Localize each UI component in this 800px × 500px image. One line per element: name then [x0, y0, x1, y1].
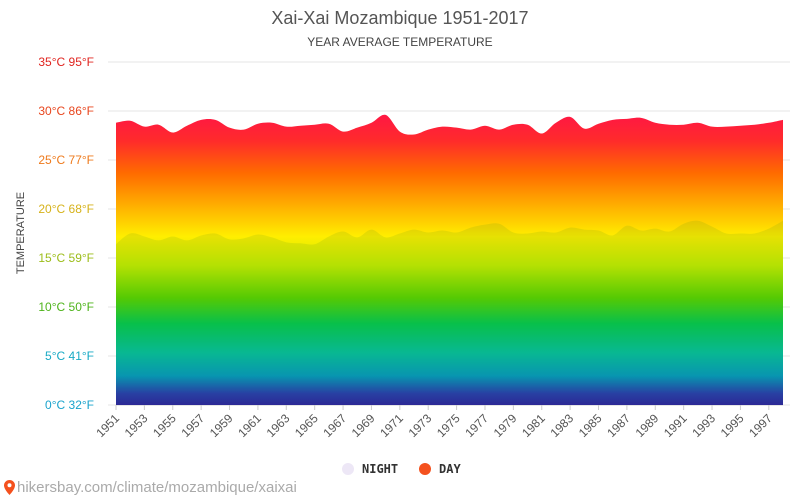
day-swatch	[419, 463, 431, 475]
y-tick-label: 25°C 77°F	[38, 153, 94, 167]
temperature-chart: 0°C 32°F 5°C 41°F 10°C 50°F 15°C 59°F 20°C 6…	[38, 55, 790, 440]
series-areas	[116, 114, 783, 406]
y-tick-label: 30°C 86°F	[38, 104, 94, 118]
y-tick-label: 0°C 32°F	[45, 398, 94, 412]
day-area	[116, 114, 783, 406]
legend-day-label: DAY	[439, 462, 461, 476]
x-tick-label: 1963	[264, 411, 293, 440]
source-url: hikersbay.com/climate/mozambique/xaixai	[17, 479, 297, 496]
y-tick-label: 15°C 59°F	[38, 251, 94, 265]
x-tick-label: 1977	[462, 411, 491, 440]
night-area	[116, 220, 783, 405]
x-tick-label: 1983	[547, 411, 576, 440]
x-tick-label: 1965	[292, 411, 321, 440]
x-tick-label: 1987	[604, 411, 633, 440]
x-tick-label: 1951	[93, 411, 122, 440]
x-tick-labels: 1951 1953 1955 1957 1959 1961 1963 1965 1967 1969…	[93, 405, 775, 440]
x-tick-label: 1967	[320, 411, 349, 440]
x-tick-label: 1991	[661, 411, 690, 440]
legend-night-label: NIGHT	[362, 462, 399, 476]
y-tick-label: 10°C 50°F	[38, 300, 94, 314]
source-link[interactable]: hikersbay.com/climate/mozambique/xaixai	[4, 479, 297, 496]
x-tick-label: 1955	[150, 411, 179, 440]
chart-legend: NIGHT DAY	[0, 462, 800, 482]
chart-title: Xai-Xai Mozambique 1951-2017	[271, 8, 529, 28]
x-tick-label: 1969	[349, 411, 378, 440]
night-swatch	[342, 463, 354, 475]
y-tick-label: 35°C 95°F	[38, 55, 94, 69]
x-tick-label: 1957	[178, 411, 207, 440]
y-tick-labels: 0°C 32°F 5°C 41°F 10°C 50°F 15°C 59°F 20°C 6…	[38, 55, 94, 412]
chart-subtitle: YEAR AVERAGE TEMPERATURE	[307, 35, 493, 49]
x-tick-label: 1979	[491, 411, 520, 440]
x-tick-label: 1973	[406, 411, 435, 440]
x-tick-label: 1981	[519, 411, 548, 440]
x-tick-label: 1959	[207, 411, 236, 440]
x-tick-label: 1995	[718, 411, 747, 440]
x-tick-label: 1993	[689, 411, 718, 440]
x-tick-label: 1975	[434, 411, 463, 440]
legend-item-night[interactable]: NIGHT	[342, 462, 398, 476]
map-pin-icon	[4, 480, 15, 495]
x-tick-label: 1961	[235, 411, 264, 440]
y-tick-label: 5°C 41°F	[45, 349, 94, 363]
x-tick-label: 1971	[377, 411, 406, 440]
x-tick-label: 1989	[633, 411, 662, 440]
legend-item-day[interactable]: DAY	[419, 462, 461, 476]
x-tick-label: 1985	[576, 411, 605, 440]
x-tick-label: 1953	[122, 411, 151, 440]
x-tick-label: 1997	[746, 411, 775, 440]
y-tick-label: 20°C 68°F	[38, 202, 94, 216]
